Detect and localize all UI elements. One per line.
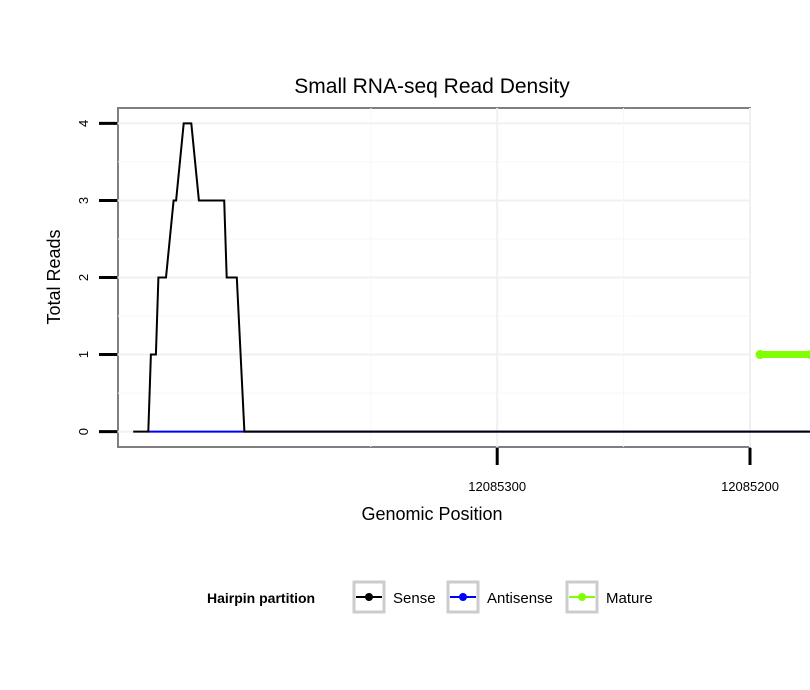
legend-dot-antisense [459, 593, 467, 601]
legend-label-mature: Mature [606, 590, 653, 607]
legend-dot-sense [365, 593, 373, 601]
legend: Hairpin partition Sense Antisense Mature [207, 580, 653, 614]
legend-title: Hairpin partition [207, 590, 315, 606]
y-axis-label: Total Reads [44, 229, 64, 324]
chart-title: Small RNA-seq Read Density [294, 75, 570, 98]
grid-lines [118, 108, 751, 447]
data-series [133, 122, 810, 433]
data-point-mature [806, 350, 810, 359]
series-line-sense [133, 122, 810, 433]
y-tick-label: 1 [76, 351, 91, 358]
x-tick-label: 12085200 [721, 479, 779, 494]
y-tick-label: 2 [76, 274, 91, 281]
axes: 0 1 2 3 4 12085300 12085200 [76, 120, 779, 494]
legend-label-antisense: Antisense [487, 590, 553, 607]
legend-label-sense: Sense [393, 590, 436, 607]
y-tick-label: 4 [76, 120, 91, 127]
data-point-mature [755, 350, 765, 360]
y-tick-label: 0 [76, 428, 91, 435]
x-axis-label: Genomic Position [361, 504, 502, 524]
legend-dot-mature [578, 593, 586, 601]
y-tick-label: 3 [76, 197, 91, 204]
x-tick-label: 12085300 [468, 479, 526, 494]
